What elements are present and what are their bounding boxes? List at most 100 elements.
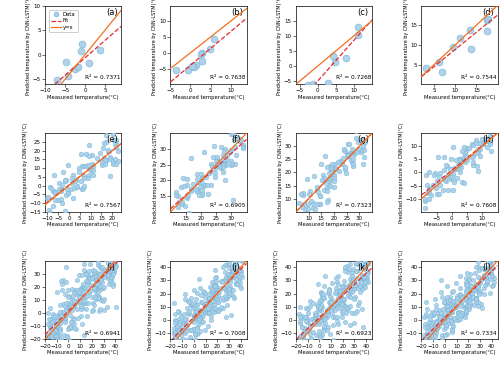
Point: [444, 303, 452, 309]
Point: [181, 203, 189, 209]
Point: [74, 315, 82, 321]
Point: [77, 306, 85, 312]
Point: [327, 165, 335, 171]
Point: [193, 171, 201, 177]
Point: [199, 309, 207, 315]
Point: [92, 268, 100, 274]
Point: [469, 294, 477, 300]
Point: [364, 261, 372, 266]
Point: [106, 156, 114, 162]
Text: R² = 0.7567: R² = 0.7567: [84, 203, 120, 208]
Point: [430, 326, 438, 331]
Point: [456, 295, 464, 301]
Point: [56, 186, 64, 192]
Point: [52, 333, 60, 339]
Point: [202, 306, 210, 312]
Point: [176, 319, 184, 325]
Point: [88, 275, 96, 281]
Point: [226, 265, 234, 271]
Point: [486, 258, 494, 264]
Point: [432, 338, 440, 344]
Point: [178, 337, 186, 342]
Point: [484, 268, 492, 274]
Point: [66, 312, 74, 318]
Point: [324, 290, 332, 296]
Point: [230, 295, 238, 301]
Point: [484, 279, 492, 285]
Point: [355, 146, 363, 152]
Point: [66, 186, 74, 192]
Point: [102, 132, 110, 138]
Point: [179, 342, 187, 348]
Point: [311, 343, 319, 349]
Point: [324, 178, 332, 184]
Point: [324, 308, 332, 313]
Point: [484, 257, 492, 263]
Point: [84, 272, 92, 278]
Point: [430, 342, 438, 348]
Point: [474, 259, 482, 265]
Point: [53, 340, 61, 346]
Point: [206, 295, 214, 301]
Point: [50, 172, 58, 178]
Point: [222, 288, 230, 294]
Point: [471, 270, 479, 276]
Point: [98, 162, 106, 168]
Point: [99, 286, 107, 291]
Point: [438, 332, 446, 338]
Point: [320, 153, 328, 159]
Point: [328, 172, 336, 178]
Point: [108, 131, 116, 137]
Text: (b): (b): [232, 8, 243, 17]
Point: [92, 270, 100, 276]
Point: [486, 138, 494, 144]
Point: [484, 251, 492, 257]
Point: [348, 146, 356, 152]
Point: [450, 166, 458, 172]
Point: [108, 266, 116, 272]
Point: [316, 305, 324, 311]
Point: [47, 333, 55, 339]
Point: [359, 143, 367, 149]
Point: [437, 313, 445, 319]
Point: [70, 178, 78, 184]
Point: [60, 317, 68, 323]
Point: [442, 323, 450, 329]
Point: [458, 293, 466, 299]
Point: [62, 304, 70, 310]
Point: [48, 334, 56, 340]
Text: (l): (l): [482, 263, 491, 272]
Point: [316, 161, 324, 167]
Point: [328, 280, 336, 286]
Point: [422, 324, 430, 330]
Point: [310, 319, 318, 324]
Point: [182, 194, 190, 200]
Point: [233, 281, 241, 287]
Point: [344, 284, 351, 290]
Point: [104, 255, 112, 261]
Point: [298, 313, 306, 319]
Point: [328, 169, 336, 175]
Point: [207, 302, 215, 308]
Point: [80, 285, 88, 291]
Point: [228, 256, 236, 262]
Point: [212, 274, 220, 280]
Point: [296, 337, 304, 343]
Point: [338, 161, 346, 167]
Point: [446, 174, 454, 179]
Point: [338, 293, 345, 299]
Point: [208, 287, 216, 292]
Point: [448, 174, 456, 180]
Point: [440, 167, 448, 173]
Point: [52, 289, 60, 295]
Point: [76, 301, 84, 307]
Point: [460, 311, 468, 317]
Point: [192, 315, 200, 321]
Point: [344, 282, 352, 288]
Point: [200, 149, 208, 155]
Point: [102, 157, 110, 163]
Point: [442, 314, 450, 320]
Point: [316, 314, 324, 320]
Point: [102, 256, 110, 262]
Point: [64, 300, 72, 306]
